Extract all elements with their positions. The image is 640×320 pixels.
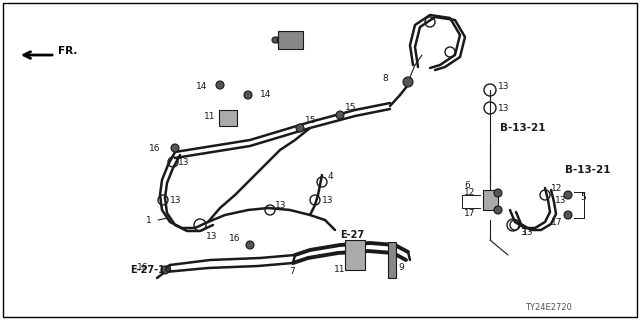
Text: 12: 12 — [463, 188, 475, 196]
Circle shape — [564, 211, 572, 219]
Text: 11: 11 — [333, 266, 345, 275]
Text: TY24E2720: TY24E2720 — [525, 303, 572, 312]
Text: 17: 17 — [550, 218, 562, 227]
Text: 9: 9 — [398, 263, 404, 273]
Circle shape — [296, 124, 304, 132]
Circle shape — [336, 111, 344, 119]
Text: 16: 16 — [136, 263, 148, 273]
Text: FR.: FR. — [58, 45, 77, 56]
Text: 13: 13 — [170, 196, 182, 204]
Circle shape — [403, 77, 413, 87]
Text: 13: 13 — [555, 196, 566, 204]
Text: 13: 13 — [498, 103, 509, 113]
Text: 14: 14 — [196, 82, 207, 91]
Text: 4: 4 — [328, 172, 333, 180]
Circle shape — [564, 191, 572, 199]
Text: 1: 1 — [147, 215, 152, 225]
Circle shape — [171, 144, 179, 152]
Text: 6: 6 — [464, 180, 470, 189]
Text: 13: 13 — [322, 196, 333, 204]
Text: 16: 16 — [228, 234, 240, 243]
Circle shape — [272, 37, 278, 43]
Text: 15: 15 — [345, 102, 356, 111]
Text: 8: 8 — [382, 74, 388, 83]
Text: 15: 15 — [305, 116, 317, 124]
Circle shape — [216, 81, 224, 89]
Text: B-13-21: B-13-21 — [500, 123, 545, 133]
Text: 5: 5 — [580, 193, 586, 202]
Text: 16: 16 — [148, 143, 160, 153]
Circle shape — [246, 241, 254, 249]
Text: 3: 3 — [520, 228, 525, 236]
Bar — [388, 242, 396, 278]
Circle shape — [494, 206, 502, 214]
Text: 13: 13 — [522, 228, 534, 236]
Bar — [278, 31, 303, 49]
Text: 12: 12 — [550, 183, 562, 193]
Text: 13: 13 — [206, 232, 218, 241]
Text: E-27: E-27 — [340, 230, 364, 240]
Text: 11: 11 — [204, 111, 215, 121]
Text: 7: 7 — [289, 268, 295, 276]
Circle shape — [494, 189, 502, 197]
Circle shape — [161, 266, 169, 274]
Text: 17: 17 — [463, 209, 475, 218]
Bar — [345, 240, 365, 270]
Bar — [483, 190, 497, 210]
Circle shape — [244, 91, 252, 99]
Bar — [219, 110, 237, 126]
Text: E-27-10: E-27-10 — [130, 265, 172, 275]
Text: 14: 14 — [260, 90, 271, 99]
Text: B-13-21: B-13-21 — [565, 165, 611, 175]
Text: 13: 13 — [178, 157, 189, 166]
Text: 13: 13 — [498, 82, 509, 91]
Text: 13: 13 — [275, 201, 287, 210]
